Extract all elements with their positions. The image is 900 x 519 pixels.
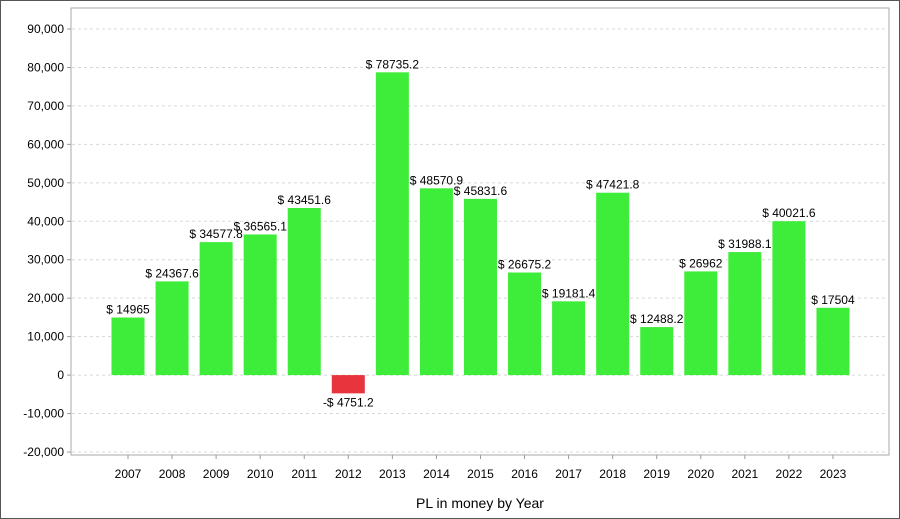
y-tick-label: 50,000 <box>27 176 64 190</box>
bar <box>728 252 762 376</box>
data-label: $ 78735.2 <box>366 57 420 71</box>
x-tick-label: 2008 <box>159 467 186 481</box>
bar <box>640 327 674 376</box>
y-tick-label: 90,000 <box>27 22 64 36</box>
y-tick-label: 20,000 <box>27 291 64 305</box>
y-tick-label: 60,000 <box>27 137 64 151</box>
bar <box>508 272 542 376</box>
x-tick-label: 2016 <box>511 467 538 481</box>
x-tick-label: 2019 <box>643 467 670 481</box>
data-label: $ 19181.4 <box>542 286 596 300</box>
bar <box>596 192 630 376</box>
y-tick-label: -10,000 <box>23 407 64 421</box>
x-axis-ticks: 2007 2008 2009 2010 2011 2012 2013 2014 2015 2016… <box>115 455 847 481</box>
bar <box>552 301 586 376</box>
data-label: $ 47421.8 <box>586 178 640 192</box>
bar <box>111 317 145 376</box>
data-label: $ 31988.1 <box>718 237 772 251</box>
bar <box>331 375 365 394</box>
y-tick-label: 0 <box>57 368 64 382</box>
x-tick-label: 2018 <box>599 467 626 481</box>
bar <box>816 307 850 376</box>
data-label: $ 12488.2 <box>630 312 684 326</box>
y-tick-label: 80,000 <box>27 60 64 74</box>
y-tick-label: 10,000 <box>27 330 64 344</box>
bar <box>684 271 718 376</box>
bar <box>243 234 277 376</box>
x-tick-label: 2009 <box>203 467 230 481</box>
data-label: $ 40021.6 <box>762 206 816 220</box>
y-tick-label: -20,000 <box>23 445 64 459</box>
x-tick-label: 2012 <box>335 467 362 481</box>
x-tick-label: 2015 <box>467 467 494 481</box>
x-axis-title: PL in money by Year <box>416 495 544 511</box>
y-tick-label: 30,000 <box>27 253 64 267</box>
data-label: $ 36565.1 <box>233 219 287 233</box>
data-label: $ 43451.6 <box>278 193 332 207</box>
bars <box>111 72 850 394</box>
bar <box>463 198 497 376</box>
x-tick-label: 2021 <box>731 467 758 481</box>
y-tick-label: 40,000 <box>27 214 64 228</box>
data-label: $ 26962 <box>679 256 723 270</box>
bar <box>199 242 233 376</box>
data-label: $ 26675.2 <box>498 258 552 272</box>
x-tick-label: 2023 <box>820 467 847 481</box>
data-label: $ 24367.6 <box>145 266 199 280</box>
bar <box>375 72 409 376</box>
data-label: $ 45831.6 <box>454 184 508 198</box>
data-label: $ 14965 <box>106 303 150 317</box>
x-tick-label: 2017 <box>555 467 582 481</box>
bar <box>287 207 321 376</box>
x-tick-label: 2011 <box>291 467 317 481</box>
x-tick-label: 2020 <box>687 467 714 481</box>
data-label: $ 34577.8 <box>189 227 243 241</box>
bar <box>419 188 453 376</box>
data-label: $ 17504 <box>811 293 855 307</box>
y-axis-ticks: -20,000 -10,000 0 10,000 20,000 30,000 40,000 5… <box>23 22 71 459</box>
data-label: $ 48570.9 <box>410 173 464 187</box>
data-labels: $ 14965 $ 24367.6 $ 34577.8$ 36565.1 $ 4345… <box>106 57 855 409</box>
x-tick-label: 2014 <box>423 467 450 481</box>
y-tick-label: 70,000 <box>27 99 64 113</box>
x-tick-label: 2010 <box>247 467 274 481</box>
x-tick-label: 2013 <box>379 467 406 481</box>
bar <box>155 281 189 376</box>
x-tick-label: 2007 <box>115 467 142 481</box>
x-tick-label: 2022 <box>776 467 803 481</box>
data-label: -$ 4751.2 <box>323 395 374 409</box>
bar <box>772 221 806 376</box>
